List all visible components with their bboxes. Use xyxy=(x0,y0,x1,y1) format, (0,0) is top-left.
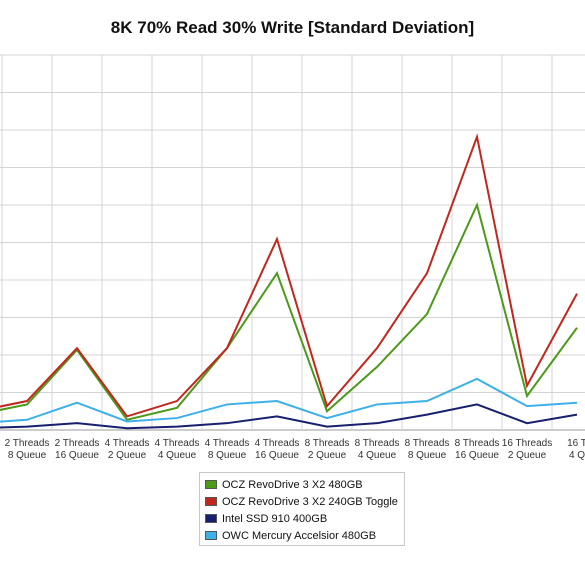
x-tick-label: 8 Threads 8 Queue xyxy=(405,438,450,461)
series-line-4 xyxy=(0,377,578,423)
legend-item: Intel SSD 910 400GB xyxy=(205,510,404,527)
x-tick-label: 2 Threads 8 Queue xyxy=(5,438,50,461)
legend-swatch xyxy=(205,480,217,489)
x-tick-label: 8 Threads 2 Queue xyxy=(305,438,350,461)
legend-item: OCZ RevoDrive 3 X2 240GB Toggle xyxy=(205,493,404,510)
legend-swatch xyxy=(205,531,217,540)
legend-swatch xyxy=(205,514,217,523)
x-tick-label: 4 Threads 4 Queue xyxy=(155,438,200,461)
x-tick-label: 8 Threads 4 Queue xyxy=(355,438,400,461)
legend-swatch xyxy=(205,497,217,506)
legend-label: OWC Mercury Accelsior 480GB xyxy=(222,529,377,542)
x-tick-label: 4 Threads 8 Queue xyxy=(205,438,250,461)
legend-item: OWC Mercury Accelsior 480GB xyxy=(205,527,404,544)
x-tick-label: 4 Threads 2 Queue xyxy=(105,438,150,461)
legend-label: OCZ RevoDrive 3 X2 480GB xyxy=(222,478,363,491)
x-tick-label: 16 Threads 2 Queue xyxy=(502,438,552,461)
legend-item: OCZ RevoDrive 3 X2 480GB xyxy=(205,476,404,493)
series-line-1 xyxy=(0,202,578,421)
x-tick-label: 4 Threads 16 Queue xyxy=(255,438,300,461)
series-line-2 xyxy=(0,133,578,418)
x-tick-label: 8 Threads 16 Queue xyxy=(455,438,500,461)
x-tick-label: 2 Threads 16 Queue xyxy=(55,438,100,461)
chart-title: 8K 70% Read 30% Write [Standard Deviatio… xyxy=(110,18,475,37)
series-lines xyxy=(0,133,578,430)
legend-label: Intel SSD 910 400GB xyxy=(222,512,328,525)
legend: OCZ RevoDrive 3 X2 480GB OCZ RevoDrive 3 … xyxy=(199,472,405,546)
legend-label: OCZ RevoDrive 3 X2 240GB Toggle xyxy=(222,495,398,508)
series-line-3 xyxy=(0,403,578,430)
